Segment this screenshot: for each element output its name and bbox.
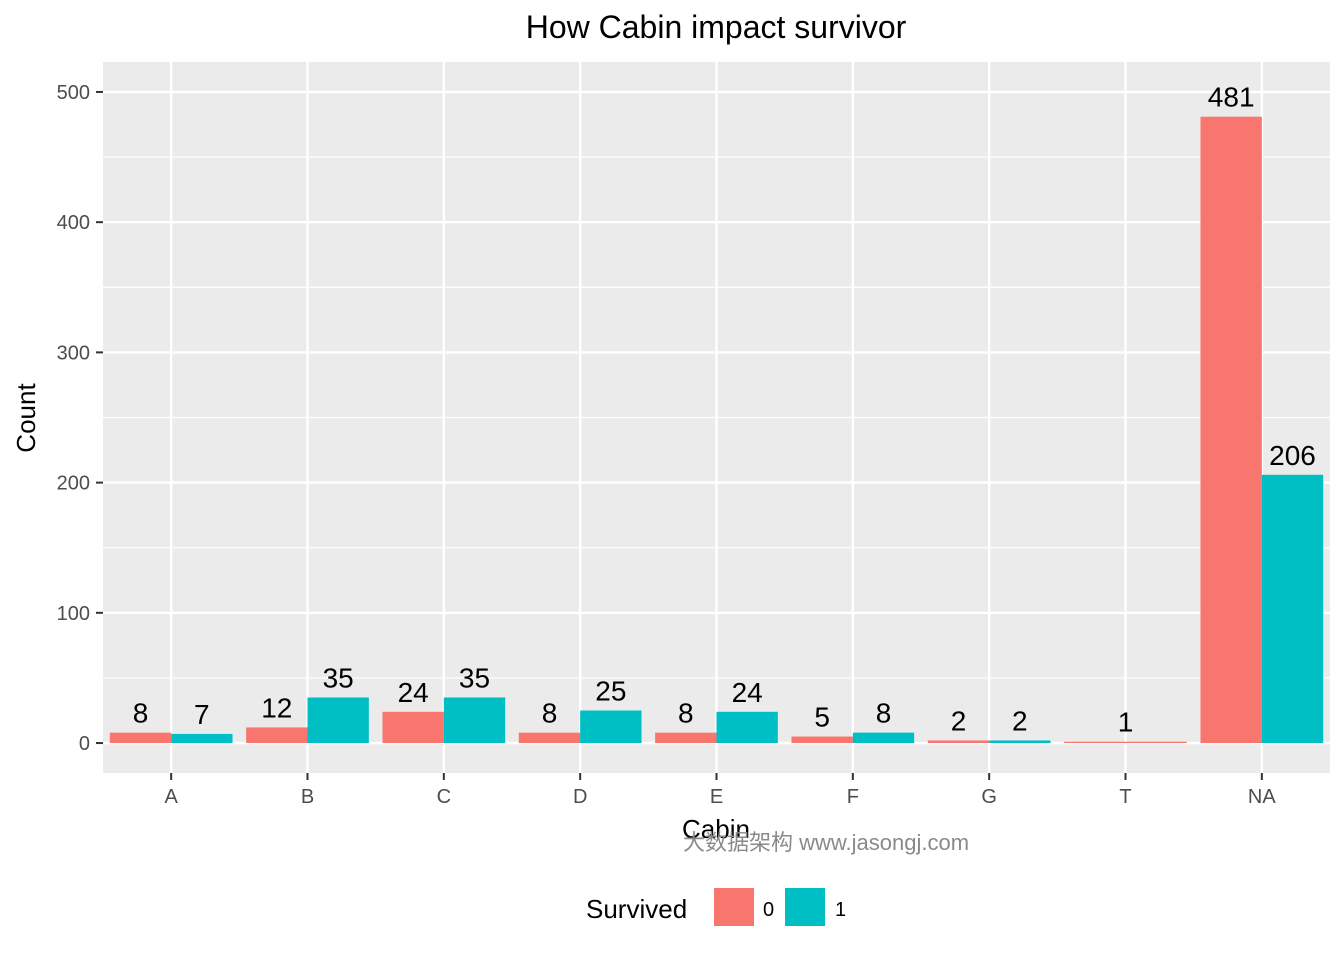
y-tick-label: 200: [57, 473, 90, 495]
watermark: 大数据架构 www.jasongj.com: [683, 830, 969, 855]
x-tick-label: NA: [1248, 786, 1276, 808]
bar-A-survived-1: [171, 733, 233, 744]
bar-label-G-survived-1: 2: [1012, 705, 1028, 736]
bar-G-survived-0: [927, 740, 990, 744]
bar-F-survived-1: [852, 732, 915, 744]
bar-A-survived-0: [109, 732, 172, 744]
y-tick-label: 100: [57, 603, 90, 625]
y-tick-label: 400: [57, 212, 90, 234]
legend-label-1: 1: [835, 899, 846, 921]
bar-G-survived-1: [989, 740, 1051, 744]
bar-D-survived-0: [518, 732, 581, 744]
legend-swatch-1: [785, 888, 825, 926]
x-tick-label: D: [573, 786, 587, 808]
bar-B-survived-0: [246, 727, 308, 744]
bar-label-T-survived-0: 1: [1118, 707, 1134, 738]
x-axis-title: Cabin: [682, 814, 750, 844]
y-tick-label: 0: [79, 733, 90, 755]
legend-label-0: 0: [763, 899, 774, 921]
bars: [109, 116, 1324, 744]
x-tick-label: B: [301, 786, 314, 808]
legend: Survived 0 1: [586, 888, 846, 926]
bar-label-B-survived-0: 12: [261, 692, 292, 723]
x-tick-label: C: [437, 786, 451, 808]
bar-label-D-survived-0: 8: [542, 698, 558, 729]
chart-title: How Cabin impact survivor: [526, 9, 907, 45]
bar-label-F-survived-0: 5: [814, 702, 830, 733]
bar-label-E-survived-1: 24: [732, 677, 763, 708]
bar-B-survived-1: [307, 697, 369, 744]
y-tick-label: 500: [57, 82, 90, 104]
y-axis: 0 100 200 300 400 500: [57, 82, 103, 755]
legend-swatch-0: [714, 888, 754, 926]
bar-label-NA-survived-1: 206: [1269, 440, 1316, 471]
bar-E-survived-0: [655, 732, 717, 744]
x-tick-label: T: [1119, 786, 1131, 808]
bar-label-F-survived-1: 8: [876, 698, 892, 729]
bar-NA-survived-0: [1200, 116, 1262, 744]
bar-label-C-survived-0: 24: [398, 677, 429, 708]
bar-label-A-survived-1: 7: [194, 699, 210, 730]
bar-T-survived-0: [1064, 741, 1187, 744]
x-axis: A B C D E F G T NA: [164, 773, 1276, 808]
y-tick-label: 300: [57, 342, 90, 364]
bar-label-NA-survived-0: 481: [1208, 82, 1255, 113]
bar-label-C-survived-1: 35: [459, 662, 490, 693]
bar-C-survived-1: [443, 697, 506, 744]
bar-D-survived-1: [580, 710, 642, 744]
bar-label-G-survived-0: 2: [951, 705, 967, 736]
bar-label-A-survived-0: 8: [133, 698, 149, 729]
x-tick-label: E: [710, 786, 723, 808]
x-tick-label: G: [981, 786, 997, 808]
bar-C-survived-0: [382, 711, 444, 744]
x-tick-label: A: [164, 786, 178, 808]
bar-E-survived-1: [716, 711, 778, 744]
bar-labels: 8 7 12 35 24 35 8 25 8 24 5 8 2 2 1 481 206: [133, 82, 1316, 738]
bar-label-B-survived-1: 35: [323, 662, 354, 693]
bar-NA-survived-1: [1261, 474, 1324, 744]
bar-F-survived-0: [791, 736, 853, 744]
bar-label-D-survived-1: 25: [595, 675, 626, 706]
y-axis-title: Count: [11, 383, 41, 453]
x-tick-label: F: [847, 786, 859, 808]
bar-label-E-survived-0: 8: [678, 698, 694, 729]
legend-title: Survived: [586, 894, 687, 924]
